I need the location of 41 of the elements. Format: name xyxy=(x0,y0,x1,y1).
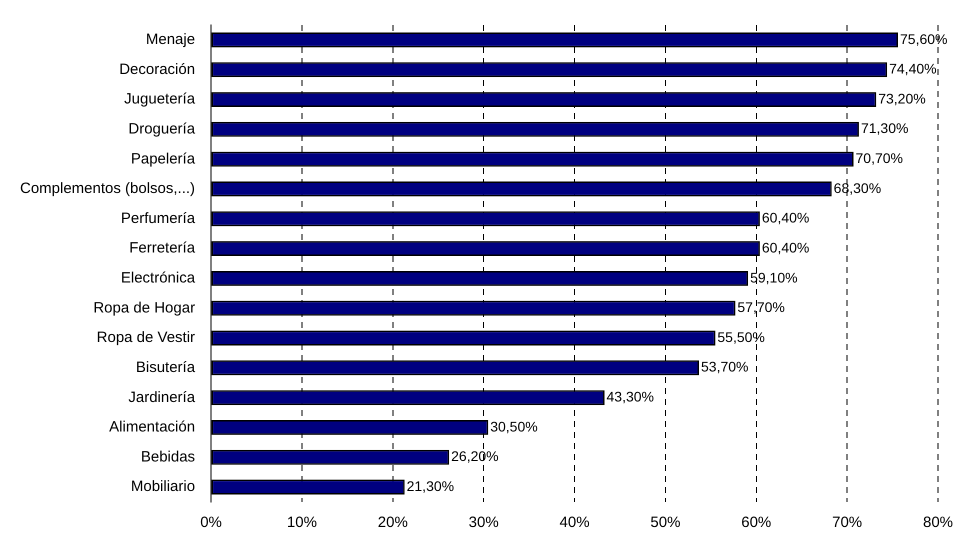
y-tick-label: Ferretería xyxy=(129,240,196,257)
x-tick-label: 60% xyxy=(741,514,772,532)
data-label: 60,40% xyxy=(762,210,810,226)
y-tick-label: Menaje xyxy=(146,31,196,48)
y-tick-label: Decoración xyxy=(119,60,196,78)
x-tick-label: 40% xyxy=(560,514,590,532)
data-label: 74,40% xyxy=(889,60,937,77)
y-tick-label: Bebidas xyxy=(140,448,196,466)
data-label: 71,30% xyxy=(860,120,908,136)
y-tick-label: Papelería xyxy=(130,150,196,168)
y-tick-label: Bisutería xyxy=(136,358,196,376)
y-tick-label: Alimentación xyxy=(109,418,196,436)
x-tick-label: 80% xyxy=(922,514,954,532)
y-tick-label: Juguetería xyxy=(124,90,196,108)
data-label: 70,70% xyxy=(855,150,903,166)
data-label: 60,40% xyxy=(762,239,810,256)
data-label: 68,30% xyxy=(834,180,882,196)
data-label: 26,20% xyxy=(451,448,499,464)
x-tick-label: 10% xyxy=(286,514,317,532)
data-label: 53,70% xyxy=(701,358,749,375)
x-tick-label: 50% xyxy=(650,514,680,532)
x-tick-label: 70% xyxy=(832,514,862,532)
data-label: 55,50% xyxy=(717,328,765,345)
y-tick-label: Ropa de Vestir xyxy=(96,329,196,346)
data-label: 75,60% xyxy=(900,30,948,47)
data-label: 57,70% xyxy=(737,299,785,316)
y-tick-label: Ropa de Hogar xyxy=(93,299,196,316)
data-label: 59,10% xyxy=(750,269,798,286)
y-tick-label: Mobiliario xyxy=(130,478,196,496)
x-tick-label: 30% xyxy=(468,514,499,532)
data-label: 30,50% xyxy=(490,418,538,434)
y-tick-label: Electrónica xyxy=(120,270,196,287)
y-tick-label: Jardinería xyxy=(128,388,196,406)
y-tick-label: Complementos (bolsos,...) xyxy=(20,180,196,198)
y-tick-label: Droguería xyxy=(128,120,196,138)
data-label: 43,30% xyxy=(606,388,654,405)
x-tick-label: 0% xyxy=(200,514,222,532)
x-tick-label: 20% xyxy=(378,514,408,532)
data-label: 21,30% xyxy=(406,478,454,494)
data-label: 73,20% xyxy=(878,90,926,106)
y-tick-label: Perfumería xyxy=(120,210,196,227)
